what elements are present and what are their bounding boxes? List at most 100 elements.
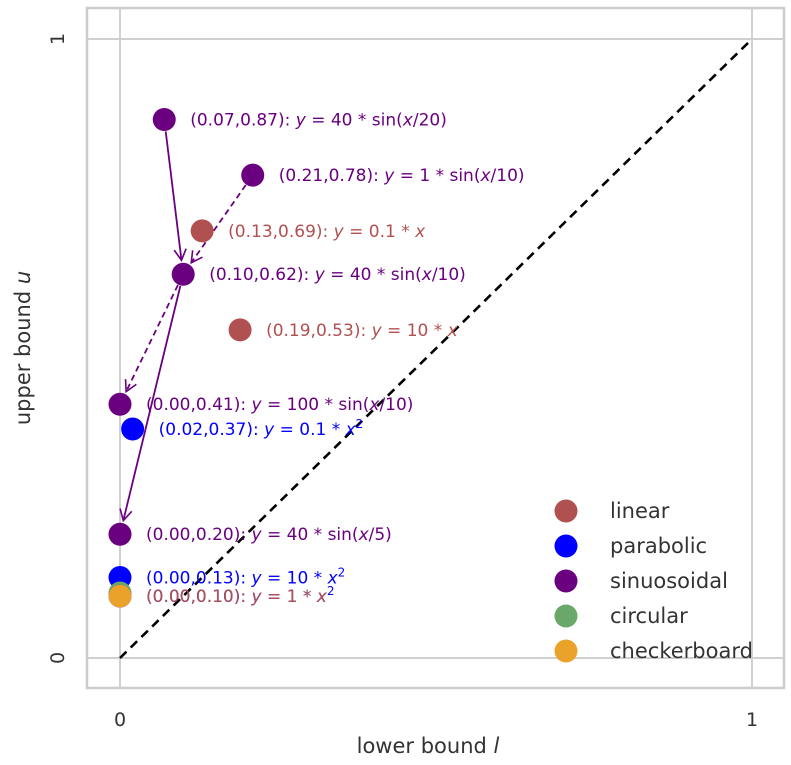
point-label-formula: = 10 * <box>262 569 328 589</box>
point-label: (0.07,0.87): y = 40 * sin(x/20) <box>190 110 447 130</box>
point-label: (0.02,0.37): y = 0.1 * x2 <box>159 417 364 440</box>
point-label: (0.00,0.13): y = 10 * x2 <box>146 566 345 589</box>
point-label-formula: = 40 * sin( <box>262 525 359 545</box>
legend-marker-parabolic <box>554 534 578 558</box>
point-label-formula: x <box>414 222 426 242</box>
point-label-formula: x <box>316 587 328 607</box>
point-label-formula: = 0.1 * <box>274 420 345 440</box>
tick-labels: 0 1 0 1 <box>47 33 758 731</box>
point-label-formula: y <box>251 395 263 415</box>
point-label-formula: x <box>316 587 328 607</box>
point-label-formula: x <box>358 525 370 545</box>
y-tick-label: 0 <box>47 652 69 664</box>
point-sinuosoidal <box>171 262 195 286</box>
point-label-formula: /10) <box>432 265 466 285</box>
point-label-formula: x <box>345 420 357 440</box>
point-label: (0.10,0.62): y = 40 * sin(x/10) <box>209 265 466 285</box>
legend-marker-sinuosoidal <box>554 569 578 593</box>
x-tick-label: 1 <box>746 709 758 731</box>
point-label-coord: (0.00,0.41): <box>146 395 252 415</box>
point-label-coord: (0.00,0.10): <box>146 587 252 607</box>
point-label: (0.19,0.53): y = 10 * x <box>266 321 459 341</box>
point-label-formula: /10) <box>379 395 413 415</box>
point-linear <box>190 219 214 243</box>
point-label-coord: (0.07,0.87): <box>190 110 296 130</box>
point-label-coord: (0.10,0.62): <box>209 265 315 285</box>
point-label-formula: = 40 * sin( <box>325 265 422 285</box>
point-label-formula: y <box>251 569 263 589</box>
point-label-formula: x <box>421 265 433 285</box>
point-label-formula: /10) <box>491 166 525 186</box>
point-label: (0.00,0.20): y = 40 * sin(x/5) <box>146 525 392 545</box>
legend-label-sinuosoidal: sinuosoidal <box>610 569 728 593</box>
point-label-formula: = 100 * sin( <box>262 395 370 415</box>
point-label-coord: (0.00,0.10): <box>146 587 252 607</box>
legend: linear parabolic sinuosoidal circular checke… <box>554 499 753 663</box>
point-label-formula: y <box>251 587 263 607</box>
legend-label-linear: linear <box>610 499 670 523</box>
point-label-formula: x <box>368 395 380 415</box>
point-label-formula: x <box>327 569 339 589</box>
point-label: (0.00,0.41): y = 100 * sin(x/10) <box>146 395 413 415</box>
point-label-coord: (0.19,0.53): <box>266 321 372 341</box>
point-sinuosoidal <box>241 163 265 187</box>
point-label-formula: y <box>263 420 275 440</box>
legend-marker-circular <box>554 604 578 628</box>
point-label-formula: y <box>251 587 263 607</box>
point-label-formula: x <box>402 110 414 130</box>
x-axis-label-var: l <box>494 734 500 758</box>
legend-marker-linear <box>554 499 578 523</box>
arrow-solid <box>119 285 182 523</box>
point-sinuosoidal <box>152 107 176 131</box>
arrows <box>119 131 247 523</box>
data-points <box>108 107 265 608</box>
point-label-formula: = 10 * <box>382 321 448 341</box>
y-axis-label-text: upper bound <box>11 284 35 425</box>
point-parabolic <box>121 417 145 441</box>
point-label-formula: = 1 * <box>262 587 317 607</box>
point-sinuosoidal <box>108 522 132 546</box>
point-label: (0.00,0.10): y = 1 * x <box>146 587 328 607</box>
point-label-formula: = 1 * sin( <box>394 166 480 186</box>
point-label-formula: /20) <box>413 110 447 130</box>
point-label-formula: y <box>383 166 395 186</box>
point-label-formula: 2 <box>338 566 346 580</box>
point-label-formula: = 40 * sin( <box>306 110 403 130</box>
point-label-formula: y <box>333 222 345 242</box>
point-label-formula: y <box>295 110 307 130</box>
point-labels: (0.07,0.87): y = 40 * sin(x/20)(0.21,0.7… <box>146 110 525 607</box>
point-label-coord: (0.00,0.13): <box>146 569 252 589</box>
legend-marker-checkerboard <box>554 639 578 663</box>
point-label-formula: y <box>371 321 383 341</box>
point-label-coord: (0.02,0.37): <box>159 420 265 440</box>
point-label-coord: (0.21,0.78): <box>279 166 385 186</box>
point-label-formula: /5) <box>369 525 392 545</box>
y-axis-label-var: u <box>11 271 35 284</box>
point-label-formula: = 0.1 * <box>344 222 415 242</box>
y-tick-label: 1 <box>47 33 69 45</box>
point-checkerboard <box>108 584 132 608</box>
point-label-formula: = 1 * <box>262 587 317 607</box>
diagonal-reference-line <box>119 38 753 659</box>
arrow-solid <box>164 131 187 262</box>
point-label-formula: 2 <box>327 584 335 598</box>
legend-label-circular: circular <box>610 604 688 628</box>
legend-label-parabolic: parabolic <box>610 534 707 558</box>
point-label-formula: y <box>251 525 263 545</box>
x-tick-label: 0 <box>114 709 126 731</box>
legend-label-checkerboard: checkerboard <box>610 639 753 663</box>
point-label: (0.21,0.78): y = 1 * sin(x/10) <box>279 166 525 186</box>
point-label-formula: x <box>447 321 459 341</box>
x-axis-label: lower bound l <box>357 734 500 758</box>
point-label-formula: x <box>479 166 491 186</box>
point-label: (0.00,0.10): y = 1 * x2 <box>146 584 334 607</box>
arrow-dashed <box>190 184 247 265</box>
point-label-formula: 2 <box>356 417 364 431</box>
point-sinuosoidal <box>108 392 132 416</box>
point-label-coord: (0.13,0.69): <box>228 222 334 242</box>
point-linear <box>228 318 252 342</box>
point-label: (0.13,0.69): y = 0.1 * x <box>228 222 426 242</box>
point-label-formula: y <box>314 265 326 285</box>
point-label-coord: (0.00,0.20): <box>146 525 252 545</box>
